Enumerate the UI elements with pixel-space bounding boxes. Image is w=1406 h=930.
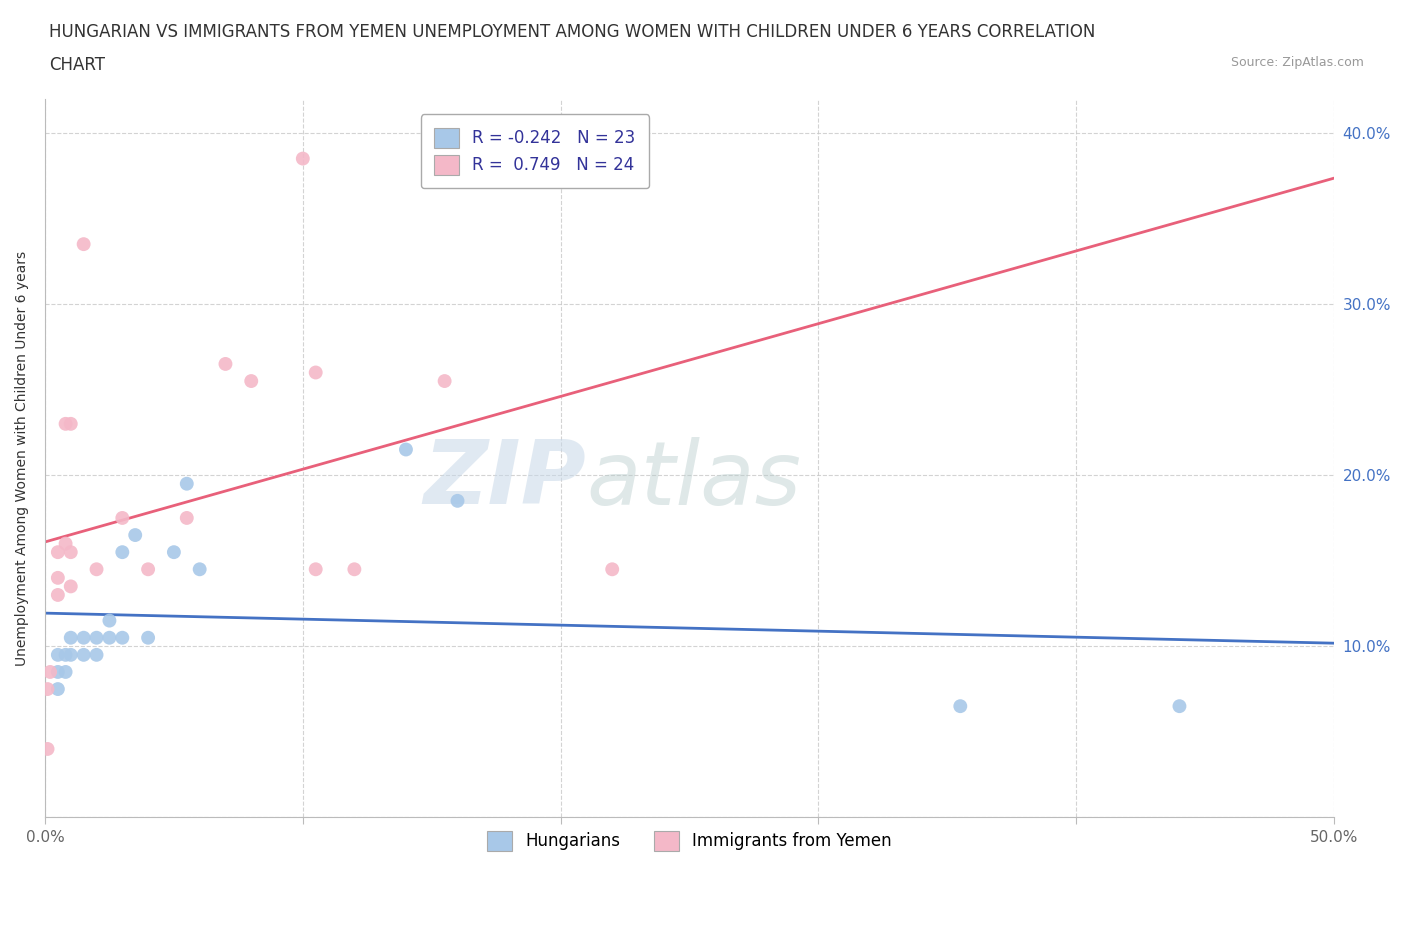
Point [46,570,69,585]
Point [72,237,94,252]
Point [949,698,972,713]
Point [46,647,69,662]
Point [46,682,69,697]
Text: ZIP: ZIP [423,436,586,523]
Point [111,545,134,560]
Text: atlas: atlas [586,436,801,523]
Point [395,442,418,457]
Point [59,579,82,594]
Point [214,356,236,371]
Point [1168,698,1191,713]
Point [59,631,82,645]
Point [86,631,108,645]
Point [55,647,77,662]
Point [72,631,94,645]
Point [46,545,69,560]
Point [163,545,186,560]
Point [136,631,159,645]
Point [98,613,121,628]
Y-axis label: Unemployment Among Women with Children Under 6 years: Unemployment Among Women with Children U… [15,250,30,666]
Point [305,562,328,577]
Text: HUNGARIAN VS IMMIGRANTS FROM YEMEN UNEMPLOYMENT AMONG WOMEN WITH CHILDREN UNDER : HUNGARIAN VS IMMIGRANTS FROM YEMEN UNEMP… [49,23,1095,41]
Point [600,562,623,577]
Point [46,665,69,680]
Point [111,631,134,645]
Point [55,665,77,680]
Point [59,545,82,560]
Point [240,374,263,389]
Point [59,647,82,662]
Point [124,527,146,542]
Point [86,562,108,577]
Point [37,682,59,697]
Point [343,562,366,577]
Point [305,365,328,380]
Point [98,631,121,645]
Point [37,741,59,756]
Point [59,417,82,432]
Point [188,562,211,577]
Point [136,562,159,577]
Point [72,647,94,662]
Point [46,588,69,603]
Point [55,537,77,551]
Point [176,476,198,491]
Point [446,494,468,509]
Point [291,152,314,166]
Legend: Hungarians, Immigrants from Yemen: Hungarians, Immigrants from Yemen [479,822,900,859]
Text: CHART: CHART [49,56,105,73]
Point [39,665,62,680]
Point [55,417,77,432]
Point [111,511,134,525]
Point [86,647,108,662]
Point [433,374,456,389]
Point [176,511,198,525]
Text: Source: ZipAtlas.com: Source: ZipAtlas.com [1230,56,1364,69]
